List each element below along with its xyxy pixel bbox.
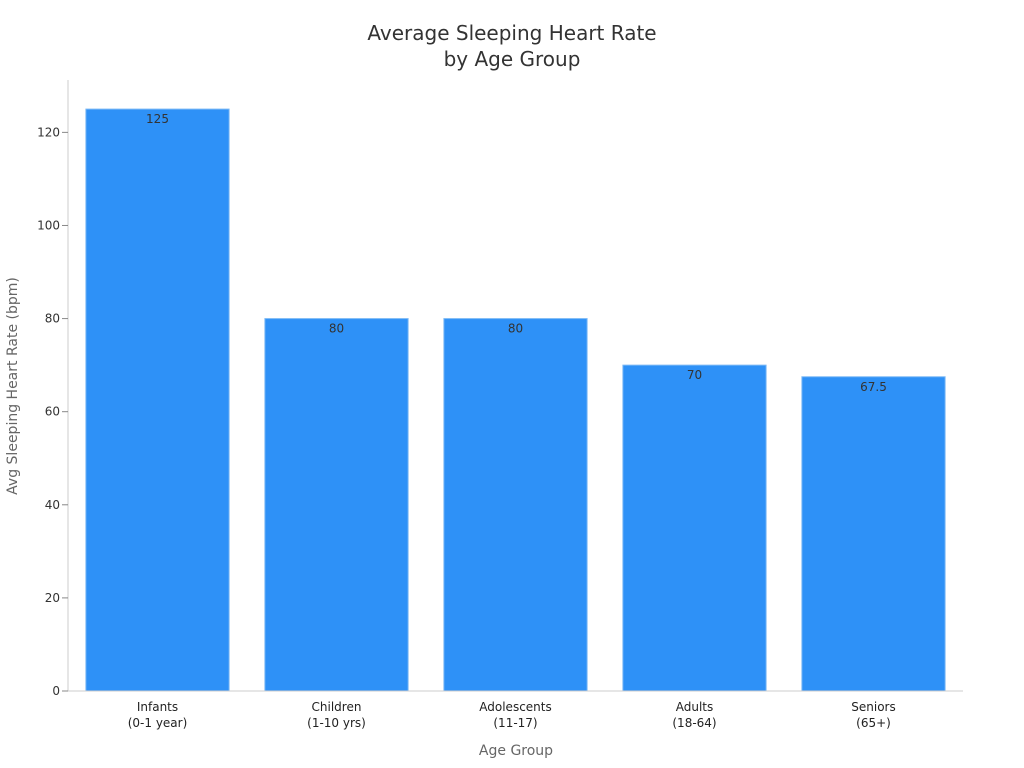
bar-value-label: 67.5 (860, 380, 887, 394)
x-axis-title: Age Group (479, 743, 553, 759)
y-axis-title: Avg Sleeping Heart Rate (bpm) (5, 277, 21, 495)
bar (801, 376, 946, 692)
y-tick-label: 60 (45, 405, 60, 419)
y-axis: 0 20 40 60 80 100 120 (37, 80, 69, 698)
bar (85, 108, 230, 692)
chart-title-line-1: Average Sleeping Heart Rate (367, 21, 656, 45)
x-tick-label-sub: (0-1 year) (128, 716, 188, 730)
x-tick-label-sub: (18-64) (672, 716, 716, 730)
x-tick-label-sub: (11-17) (493, 716, 537, 730)
bar (443, 318, 588, 692)
x-tick-label-sub: (1-10 yrs) (307, 716, 366, 730)
x-axis: Infants (0-1 year) Children (1-10 yrs) Adole… (68, 690, 963, 730)
bar-value-label: 80 (329, 322, 344, 336)
x-tick-label: Seniors (851, 700, 895, 714)
bar (622, 364, 767, 692)
y-tick-label: 20 (45, 591, 60, 605)
x-tick-label: Adolescents (479, 700, 551, 714)
x-tick-label: Infants (137, 700, 178, 714)
y-tick-label: 120 (37, 125, 60, 139)
bar-value-label: 70 (687, 368, 702, 382)
y-tick-label: 80 (45, 312, 60, 326)
x-tick-label: Children (312, 700, 362, 714)
y-tick-label: 40 (45, 498, 60, 512)
y-tick-label: 0 (52, 684, 60, 698)
x-tick-label: Adults (676, 700, 714, 714)
x-tick-label-sub: (65+) (856, 716, 891, 730)
bar-value-label: 125 (146, 112, 169, 126)
y-tick-label: 100 (37, 218, 60, 232)
bar (264, 318, 409, 692)
bar-value-label: 80 (508, 322, 523, 336)
bars: 125 80 80 70 67.5 (85, 108, 946, 692)
chart-title-line-2: by Age Group (444, 47, 581, 71)
